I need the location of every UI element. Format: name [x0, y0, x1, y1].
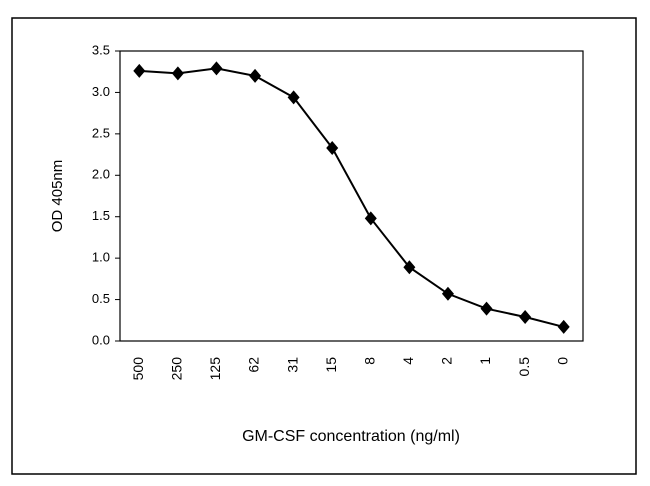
y-tick-label: 3.0 — [92, 84, 110, 99]
x-tick-label: 8 — [361, 357, 377, 365]
x-tick-label: 62 — [246, 357, 262, 373]
x-tick-label: 4 — [400, 357, 416, 365]
data-point — [287, 90, 300, 105]
y-tick-label: 2.5 — [92, 125, 110, 140]
series-line — [139, 67, 564, 328]
data-point — [403, 260, 416, 275]
y-tick-label: 0.0 — [92, 332, 110, 347]
y-axis-label: OD 405nm — [49, 160, 66, 233]
data-point — [171, 66, 184, 81]
data-point — [210, 61, 223, 76]
y-tick-label: 2.0 — [92, 167, 110, 182]
data-point — [480, 301, 493, 316]
x-axis-label: GM-CSF concentration (ng/ml) — [242, 428, 460, 445]
x-tick-label: 125 — [207, 357, 223, 381]
data-point — [249, 68, 262, 83]
x-tick-label: 1 — [477, 357, 493, 365]
data-point — [441, 286, 454, 301]
x-tick-label: 15 — [323, 357, 339, 373]
x-tick-label: 31 — [284, 357, 300, 373]
data-point — [519, 309, 532, 324]
y-tick-label: 1.5 — [92, 208, 110, 223]
x-tick-label: 0 — [554, 357, 570, 365]
data-point — [326, 140, 339, 155]
x-tick-label: 2 — [439, 357, 455, 365]
data-point — [364, 211, 377, 226]
y-tick-label: 0.5 — [92, 291, 110, 306]
x-tick-label: 250 — [169, 357, 185, 381]
data-point — [557, 319, 570, 334]
outer-frame — [11, 17, 637, 475]
plot-area — [119, 50, 584, 342]
data-point — [133, 63, 146, 78]
y-tick-label: 1.0 — [92, 250, 110, 265]
x-tick-label: 0.5 — [516, 357, 532, 377]
x-tick-label: 500 — [130, 357, 146, 381]
y-tick-label: 3.5 — [92, 42, 110, 57]
